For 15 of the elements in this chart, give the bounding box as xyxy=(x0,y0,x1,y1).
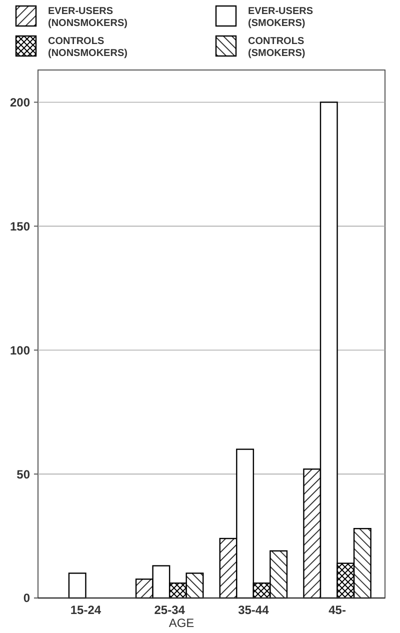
legend-label: EVER-USERS (NONSMOKERS) xyxy=(48,6,128,29)
y-tick-label: 150 xyxy=(10,219,30,234)
x-tick-label: 45- xyxy=(328,603,346,617)
x-tick-label: 35-44 xyxy=(238,603,270,617)
x-axis-title: AGE xyxy=(168,616,194,630)
y-tick-label: 0 xyxy=(23,591,30,606)
y-tick-label: 200 xyxy=(10,95,30,110)
x-tick-label: 25-34 xyxy=(154,603,186,617)
x-tick-label: 15-24 xyxy=(70,603,102,617)
legend-label: EVER-USERS (SMOKERS) xyxy=(248,6,314,29)
y-tick-label: 100 xyxy=(10,343,30,358)
bar xyxy=(68,572,86,599)
legend-label: CONTROLS (SMOKERS) xyxy=(248,36,306,59)
legend-label: CONTROLS (NONSMOKERS) xyxy=(48,36,128,59)
y-tick-label: 50 xyxy=(16,467,30,482)
